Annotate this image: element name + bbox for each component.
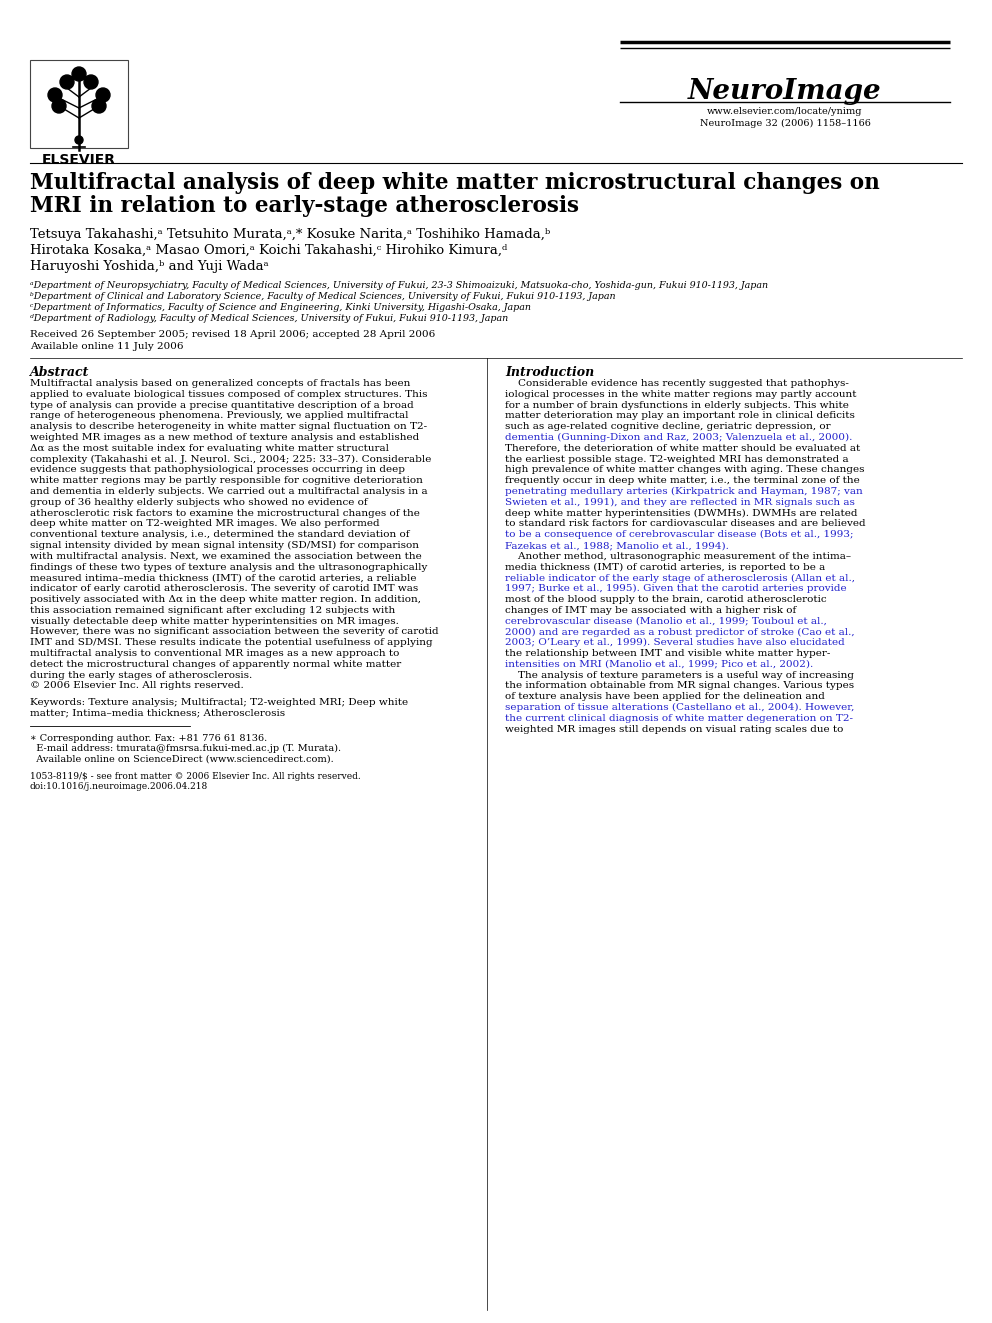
Circle shape xyxy=(75,136,83,144)
Text: deep white matter on T2-weighted MR images. We also performed: deep white matter on T2-weighted MR imag… xyxy=(30,520,380,528)
Text: group of 36 healthy elderly subjects who showed no evidence of: group of 36 healthy elderly subjects who… xyxy=(30,497,368,507)
Text: indicator of early carotid atherosclerosis. The severity of carotid IMT was: indicator of early carotid atheroscleros… xyxy=(30,585,419,593)
Text: positively associated with Δα in the deep white matter region. In addition,: positively associated with Δα in the dee… xyxy=(30,595,421,605)
Text: MRI in relation to early-stage atherosclerosis: MRI in relation to early-stage atheroscl… xyxy=(30,194,579,217)
Bar xyxy=(30,60,128,148)
Text: the earliest possible stage. T2-weighted MRI has demonstrated a: the earliest possible stage. T2-weighted… xyxy=(505,455,848,463)
Text: iological processes in the white matter regions may partly account: iological processes in the white matter … xyxy=(505,390,856,398)
Text: reliable indicator of the early stage of atherosclerosis (Allan et al.,: reliable indicator of the early stage of… xyxy=(505,573,855,582)
Text: the relationship between IMT and visible white matter hyper-: the relationship between IMT and visible… xyxy=(505,650,830,658)
Text: visually detectable deep white matter hyperintensities on MR images.: visually detectable deep white matter hy… xyxy=(30,617,399,626)
Text: ᵇDepartment of Clinical and Laboratory Science, Faculty of Medical Sciences, Uni: ᵇDepartment of Clinical and Laboratory S… xyxy=(30,292,616,302)
Text: ELSEVIER: ELSEVIER xyxy=(42,153,116,167)
Text: Available online on ScienceDirect (www.sciencedirect.com).: Available online on ScienceDirect (www.s… xyxy=(30,754,333,763)
Text: Therefore, the deterioration of white matter should be evaluated at: Therefore, the deterioration of white ma… xyxy=(505,443,860,452)
Text: Multifractal analysis based on generalized concepts of fractals has been: Multifractal analysis based on generaliz… xyxy=(30,378,411,388)
Text: complexity (Takahashi et al. J. Neurol. Sci., 2004; 225: 33–37). Considerable: complexity (Takahashi et al. J. Neurol. … xyxy=(30,455,432,464)
Text: Keywords: Texture analysis; Multifractal; T2-weighted MRI; Deep white
matter; In: Keywords: Texture analysis; Multifractal… xyxy=(30,699,408,717)
Text: findings of these two types of texture analysis and the ultrasonographically: findings of these two types of texture a… xyxy=(30,562,428,572)
Text: NeuroImage 32 (2006) 1158–1166: NeuroImage 32 (2006) 1158–1166 xyxy=(699,119,870,128)
Text: type of analysis can provide a precise quantitative description of a broad: type of analysis can provide a precise q… xyxy=(30,401,414,410)
Text: and dementia in elderly subjects. We carried out a multifractal analysis in a: and dementia in elderly subjects. We car… xyxy=(30,487,428,496)
Text: applied to evaluate biological tissues composed of complex structures. This: applied to evaluate biological tissues c… xyxy=(30,390,428,398)
Text: frequently occur in deep white matter, i.e., the terminal zone of the: frequently occur in deep white matter, i… xyxy=(505,476,860,486)
Text: Hirotaka Kosaka,ᵃ Masao Omori,ᵃ Koichi Takahashi,ᶜ Hirohiko Kimura,ᵈ: Hirotaka Kosaka,ᵃ Masao Omori,ᵃ Koichi T… xyxy=(30,243,507,257)
Text: range of heterogeneous phenomena. Previously, we applied multifractal: range of heterogeneous phenomena. Previo… xyxy=(30,411,409,421)
Text: ∗ Corresponding author. Fax: +81 776 61 8136.: ∗ Corresponding author. Fax: +81 776 61 … xyxy=(30,734,267,744)
Text: ᶜDepartment of Informatics, Faculty of Science and Engineering, Kinki University: ᶜDepartment of Informatics, Faculty of S… xyxy=(30,303,531,312)
Text: dementia (Gunning-Dixon and Raz, 2003; Valenzuela et al., 2000).: dementia (Gunning-Dixon and Raz, 2003; V… xyxy=(505,433,852,442)
Text: this association remained significant after excluding 12 subjects with: this association remained significant af… xyxy=(30,606,395,615)
Text: intensities on MRI (Manolio et al., 1999; Pico et al., 2002).: intensities on MRI (Manolio et al., 1999… xyxy=(505,660,813,669)
Text: Considerable evidence has recently suggested that pathophys-: Considerable evidence has recently sugge… xyxy=(505,378,849,388)
Text: Introduction: Introduction xyxy=(505,366,594,378)
Text: matter deterioration may play an important role in clinical deficits: matter deterioration may play an importa… xyxy=(505,411,855,421)
Text: detect the microstructural changes of apparently normal white matter: detect the microstructural changes of ap… xyxy=(30,660,401,669)
Text: Multifractal analysis of deep white matter microstructural changes on: Multifractal analysis of deep white matt… xyxy=(30,172,880,194)
Circle shape xyxy=(92,99,106,112)
Text: Another method, ultrasonographic measurement of the intima–: Another method, ultrasonographic measure… xyxy=(505,552,851,561)
Circle shape xyxy=(72,67,86,81)
Text: Swieten et al., 1991), and they are reflected in MR signals such as: Swieten et al., 1991), and they are refl… xyxy=(505,497,855,507)
Text: to standard risk factors for cardiovascular diseases and are believed: to standard risk factors for cardiovascu… xyxy=(505,520,866,528)
Text: Fazekas et al., 1988; Manolio et al., 1994).: Fazekas et al., 1988; Manolio et al., 19… xyxy=(505,541,729,550)
Circle shape xyxy=(96,89,110,102)
Text: the current clinical diagnosis of white matter degeneration on T2-: the current clinical diagnosis of white … xyxy=(505,714,853,722)
Circle shape xyxy=(48,89,62,102)
Text: 1997; Burke et al., 1995). Given that the carotid arteries provide: 1997; Burke et al., 1995). Given that th… xyxy=(505,585,846,593)
Text: for a number of brain dysfunctions in elderly subjects. This white: for a number of brain dysfunctions in el… xyxy=(505,401,849,410)
Text: such as age-related cognitive decline, geriatric depression, or: such as age-related cognitive decline, g… xyxy=(505,422,830,431)
Text: media thickness (IMT) of carotid arteries, is reported to be a: media thickness (IMT) of carotid arterie… xyxy=(505,562,825,572)
Text: ᵈDepartment of Radiology, Faculty of Medical Sciences, University of Fukui, Fuku: ᵈDepartment of Radiology, Faculty of Med… xyxy=(30,314,508,323)
Text: white matter regions may be partly responsible for cognitive deterioration: white matter regions may be partly respo… xyxy=(30,476,423,486)
Text: Received 26 September 2005; revised 18 April 2006; accepted 28 April 2006: Received 26 September 2005; revised 18 A… xyxy=(30,329,435,339)
Text: high prevalence of white matter changes with aging. These changes: high prevalence of white matter changes … xyxy=(505,466,864,475)
Text: Abstract: Abstract xyxy=(30,366,89,378)
Text: changes of IMT may be associated with a higher risk of: changes of IMT may be associated with a … xyxy=(505,606,797,615)
Text: analysis to describe heterogeneity in white matter signal fluctuation on T2-: analysis to describe heterogeneity in wh… xyxy=(30,422,428,431)
Text: to be a consequence of cerebrovascular disease (Bots et al., 1993;: to be a consequence of cerebrovascular d… xyxy=(505,531,853,540)
Text: separation of tissue alterations (Castellano et al., 2004). However,: separation of tissue alterations (Castel… xyxy=(505,703,854,712)
Text: the information obtainable from MR signal changes. Various types: the information obtainable from MR signa… xyxy=(505,681,854,691)
Text: 2000) and are regarded as a robust predictor of stroke (Cao et al.,: 2000) and are regarded as a robust predi… xyxy=(505,627,855,636)
Text: signal intensity divided by mean signal intensity (SD/MSI) for comparison: signal intensity divided by mean signal … xyxy=(30,541,419,550)
Text: Available online 11 July 2006: Available online 11 July 2006 xyxy=(30,343,184,351)
Text: evidence suggests that pathophysiological processes occurring in deep: evidence suggests that pathophysiologica… xyxy=(30,466,405,475)
Text: The analysis of texture parameters is a useful way of increasing: The analysis of texture parameters is a … xyxy=(505,671,854,680)
Text: However, there was no significant association between the severity of carotid: However, there was no significant associ… xyxy=(30,627,438,636)
Text: most of the blood supply to the brain, carotid atherosclerotic: most of the blood supply to the brain, c… xyxy=(505,595,826,605)
Text: NeuroImage: NeuroImage xyxy=(688,78,882,105)
Text: 2003; O’Leary et al., 1999). Several studies have also elucidated: 2003; O’Leary et al., 1999). Several stu… xyxy=(505,638,845,647)
Text: of texture analysis have been applied for the delineation and: of texture analysis have been applied fo… xyxy=(505,692,825,701)
Text: measured intima–media thickness (IMT) of the carotid arteries, a reliable: measured intima–media thickness (IMT) of… xyxy=(30,573,417,582)
Circle shape xyxy=(84,75,98,89)
Text: weighted MR images as a new method of texture analysis and established: weighted MR images as a new method of te… xyxy=(30,433,420,442)
Text: penetrating medullary arteries (Kirkpatrick and Hayman, 1987; van: penetrating medullary arteries (Kirkpatr… xyxy=(505,487,863,496)
Text: atherosclerotic risk factors to examine the microstructural changes of the: atherosclerotic risk factors to examine … xyxy=(30,508,420,517)
Text: ᵃDepartment of Neuropsychiatry, Faculty of Medical Sciences, University of Fukui: ᵃDepartment of Neuropsychiatry, Faculty … xyxy=(30,280,768,290)
Text: cerebrovascular disease (Manolio et al., 1999; Touboul et al.,: cerebrovascular disease (Manolio et al.,… xyxy=(505,617,827,626)
Text: during the early stages of atherosclerosis.: during the early stages of atheroscleros… xyxy=(30,671,252,680)
Circle shape xyxy=(60,75,74,89)
Text: 1053-8119/$ - see front matter © 2006 Elsevier Inc. All rights reserved.: 1053-8119/$ - see front matter © 2006 El… xyxy=(30,773,361,781)
Text: deep white matter hyperintensities (DWMHs). DWMHs are related: deep white matter hyperintensities (DWMH… xyxy=(505,508,857,517)
Text: with multifractal analysis. Next, we examined the association between the: with multifractal analysis. Next, we exa… xyxy=(30,552,422,561)
Text: Tetsuya Takahashi,ᵃ Tetsuhito Murata,ᵃ,* Kosuke Narita,ᵃ Toshihiko Hamada,ᵇ: Tetsuya Takahashi,ᵃ Tetsuhito Murata,ᵃ,*… xyxy=(30,228,551,241)
Text: conventional texture analysis, i.e., determined the standard deviation of: conventional texture analysis, i.e., det… xyxy=(30,531,410,540)
Text: Haruyoshi Yoshida,ᵇ and Yuji Wadaᵃ: Haruyoshi Yoshida,ᵇ and Yuji Wadaᵃ xyxy=(30,261,269,273)
Text: weighted MR images still depends on visual rating scales due to: weighted MR images still depends on visu… xyxy=(505,725,843,733)
Text: Δα as the most suitable index for evaluating white matter structural: Δα as the most suitable index for evalua… xyxy=(30,443,389,452)
Text: www.elsevier.com/locate/ynimg: www.elsevier.com/locate/ynimg xyxy=(707,107,863,116)
Circle shape xyxy=(52,99,66,112)
Text: E-mail address: tmurata@fmsrsa.fukui-med.ac.jp (T. Murata).: E-mail address: tmurata@fmsrsa.fukui-med… xyxy=(30,745,341,753)
Text: IMT and SD/MSI. These results indicate the potential usefulness of applying: IMT and SD/MSI. These results indicate t… xyxy=(30,638,433,647)
Text: © 2006 Elsevier Inc. All rights reserved.: © 2006 Elsevier Inc. All rights reserved… xyxy=(30,681,244,691)
Text: multifractal analysis to conventional MR images as a new approach to: multifractal analysis to conventional MR… xyxy=(30,650,400,658)
Text: doi:10.1016/j.neuroimage.2006.04.218: doi:10.1016/j.neuroimage.2006.04.218 xyxy=(30,782,208,791)
